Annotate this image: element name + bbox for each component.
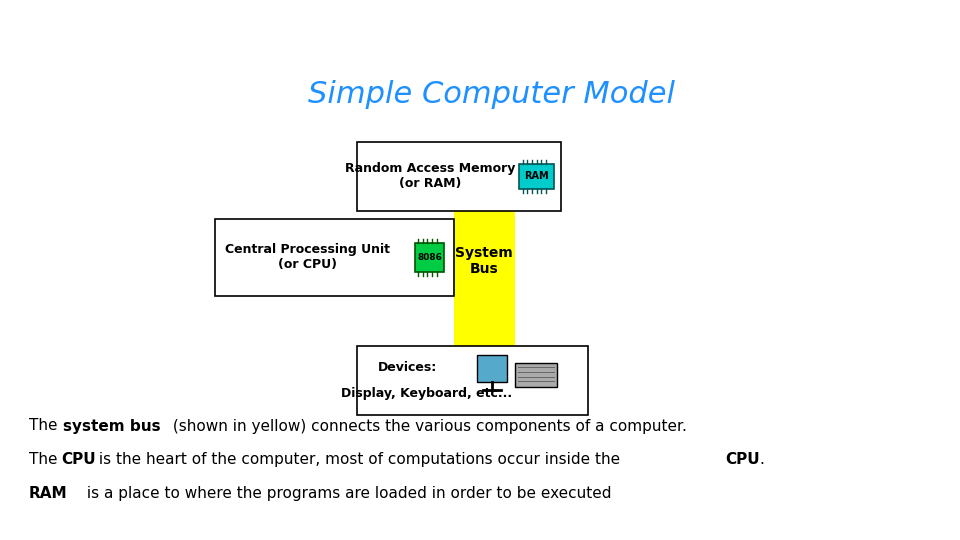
Text: System
Bus: System Bus	[455, 246, 514, 276]
Bar	[516, 363, 558, 387]
Text: RAM: RAM	[524, 172, 548, 181]
Text: The: The	[29, 452, 62, 467]
Bar	[357, 346, 588, 415]
Text: Simple Computer Model: Simple Computer Model	[308, 79, 676, 109]
Bar	[357, 142, 562, 211]
Text: is the heart of the computer, most of computations occur inside the: is the heart of the computer, most of co…	[94, 452, 625, 467]
Text: (shown in yellow) connects the various components of a computer.: (shown in yellow) connects the various c…	[168, 418, 686, 434]
Text: Devices:: Devices:	[377, 361, 437, 374]
Text: .: .	[759, 452, 764, 467]
Bar	[519, 164, 554, 189]
Text: RAM: RAM	[29, 486, 67, 501]
Bar	[453, 146, 516, 369]
Text: The: The	[29, 418, 62, 434]
Bar	[215, 219, 453, 296]
Text: is a place to where the programs are loaded in order to be executed: is a place to where the programs are loa…	[82, 486, 612, 501]
Text: system bus: system bus	[63, 418, 161, 434]
Bar	[415, 242, 444, 272]
Text: Central Processing Unit
(or CPU): Central Processing Unit (or CPU)	[225, 244, 390, 271]
Text: CPU: CPU	[61, 452, 96, 467]
Text: 8086: 8086	[418, 253, 442, 262]
Text: Random Access Memory
(or RAM): Random Access Memory (or RAM)	[346, 163, 516, 191]
Bar	[476, 355, 508, 382]
Text: CPU: CPU	[725, 452, 759, 467]
Text: Display, Keyboard, etc...: Display, Keyboard, etc...	[341, 387, 512, 400]
